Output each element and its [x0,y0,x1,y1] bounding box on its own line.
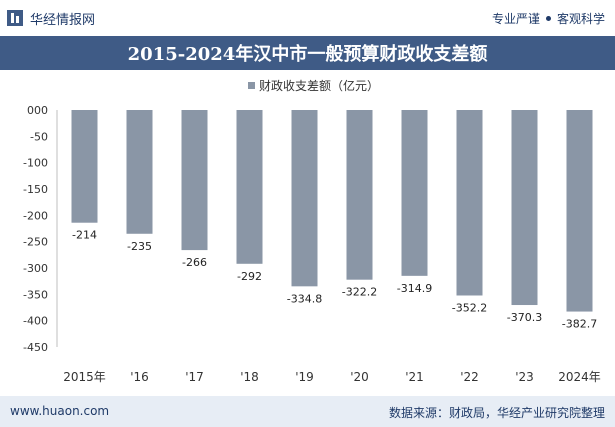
x-tick-label: '21 [405,370,424,384]
x-tick-label: '17 [185,370,204,384]
data-label: -235 [127,240,152,253]
legend-label: 财政收支差额（亿元） [259,78,379,93]
data-source: 数据来源：财政局，华经产业研究院整理 [388,406,605,420]
bar [401,110,428,276]
y-tick-label: -150 [23,183,48,196]
y-tick-label: -50 [30,130,48,143]
logo-icon [7,10,23,26]
data-label: -266 [182,256,207,269]
y-tick-label: -250 [23,236,48,249]
top-bar: 华经情报网 专业严谨 客观科学 [0,0,615,36]
data-label: -214 [72,229,97,242]
bar [511,110,538,306]
x-tick-label: '22 [460,370,479,384]
brand-tag: 专业严谨 [491,12,540,26]
data-label: -370.3 [507,311,542,324]
data-label: -334.8 [287,292,322,305]
x-tick-label: '20 [350,370,369,384]
chart-title: 2015-2024年汉中市一般预算财政收支差额 [0,36,615,70]
legend-swatch [248,82,255,89]
tag-separator-dot [545,16,551,21]
y-tick-label: -350 [23,288,48,301]
x-tick-label: 2015年 [63,370,106,384]
x-tick-label: '23 [515,370,534,384]
data-label: -352.2 [452,301,487,314]
bar [456,110,483,296]
y-tick-label: -200 [23,209,48,222]
bar [71,110,98,223]
brand-name: 华经情报网 [30,13,96,28]
x-tick-label: '18 [240,370,259,384]
y-tick-label: -400 [23,315,48,328]
bar [126,110,153,234]
bar [236,110,263,264]
y-tick-label: -450 [23,341,48,354]
data-label: -322.2 [342,286,377,299]
y-tick-label: -300 [23,262,48,275]
y-tick-label: -100 [23,157,48,170]
brand-tags: 专业严谨 客观科学 [492,10,605,27]
data-label: -314.9 [397,282,432,295]
data-label: -382.7 [562,318,597,331]
bar [291,110,318,287]
bar [566,110,593,312]
bar [181,110,208,251]
data-label: -292 [237,270,262,283]
bar [346,110,373,280]
y-tick-label: 000 [27,104,48,117]
x-tick-label: 2024年 [558,370,601,384]
bar-chart: 财政收支差额（亿元） 000 -50 -100 -150 -200 -250 -300 -350… [23,78,601,384]
x-tick-label: '19 [295,370,314,384]
footer: www.huaon.com 数据来源：财政局，华经产业研究院整理 [0,396,615,427]
brand-tag: 客观科学 [556,12,605,26]
website-link[interactable]: www.huaon.com [10,404,110,418]
x-tick-label: '16 [130,370,149,384]
